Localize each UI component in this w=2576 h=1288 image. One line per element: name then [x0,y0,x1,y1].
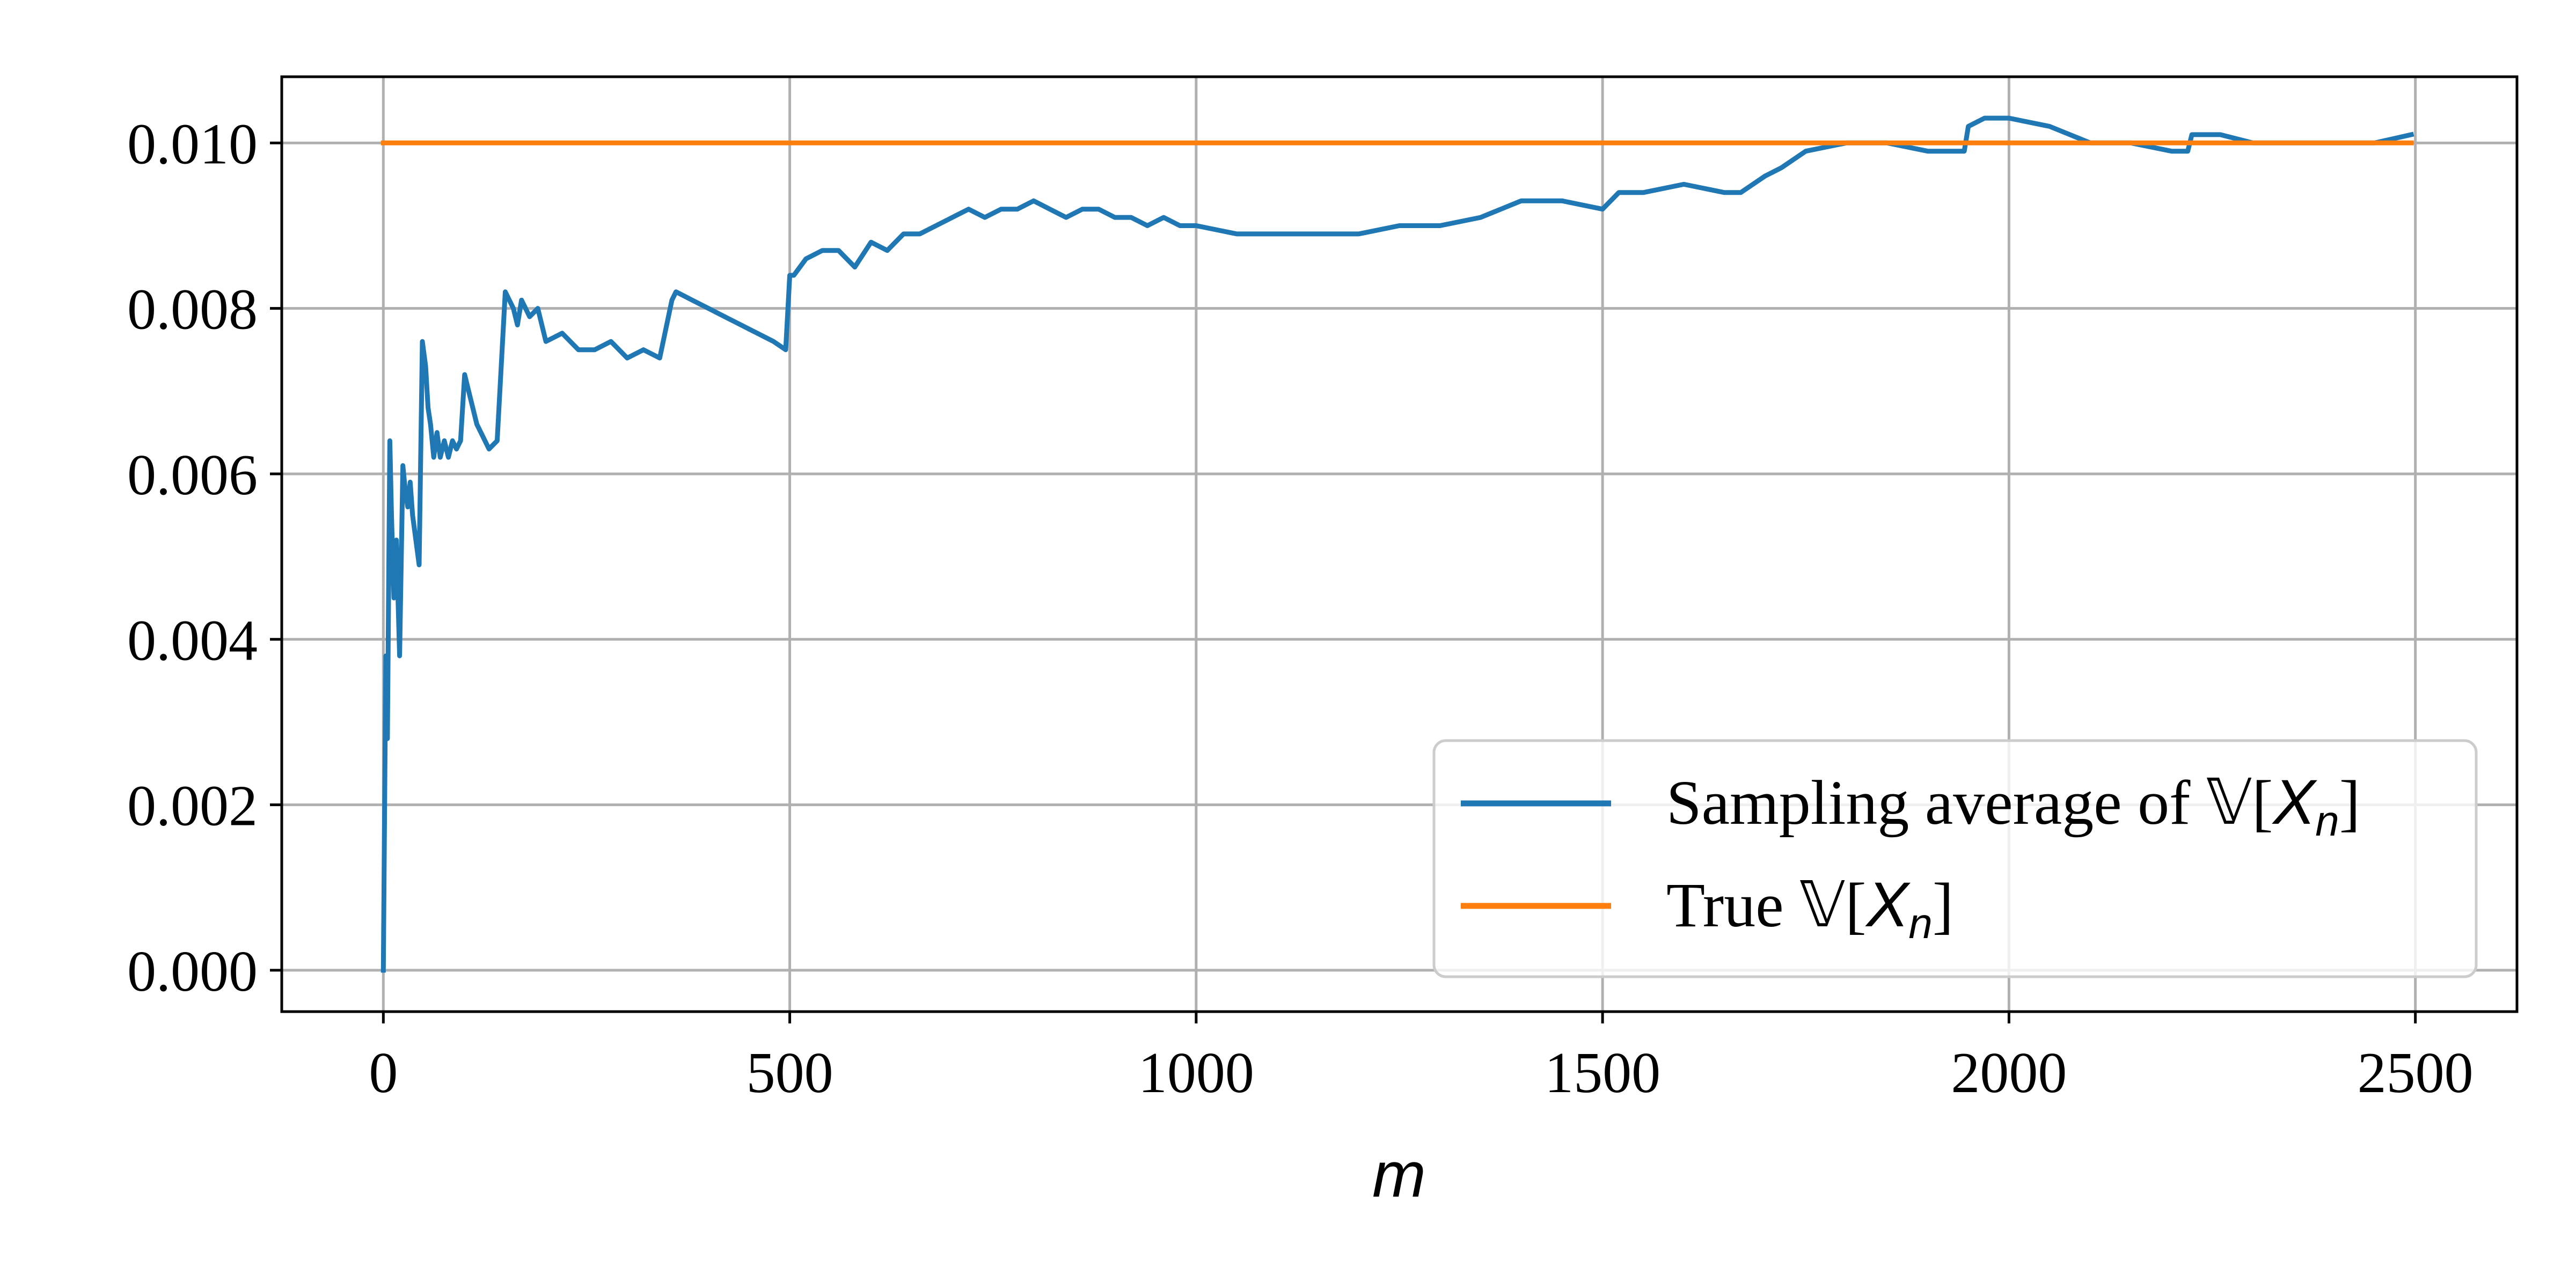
x-tick-label: 1000 [1138,1041,1254,1105]
x-tick-label: 500 [747,1041,833,1105]
y-tick-label: 0.006 [127,443,258,507]
y-tick-label: 0.010 [127,112,258,176]
y-tick-label: 0.000 [127,940,258,1004]
ticks: 0 500 1000 1500 2000 2500 0.000 0.002 0.004 0.006… [127,112,2473,1105]
legend-label-sampling-average-main: Sampling average of 𝕍[ [1666,767,2273,838]
legend: Sampling average of 𝕍[Xn] True 𝕍[Xn] [1432,739,2478,978]
legend-label-sampling-average-close: ] [2339,767,2360,838]
legend-label-sampling-average-sub: n [2315,797,2339,845]
legend-label-true-value-var: X [1865,869,1911,940]
y-tick-label: 0.008 [127,278,258,342]
legend-label-true-value-close: ] [1933,870,1953,940]
x-tick-label: 0 [369,1041,398,1105]
legend-label-sampling-average-var: X [2272,767,2318,838]
plot-frame [280,75,2519,1013]
series-line-sampling-average [380,115,2414,973]
series-layer [380,115,2414,973]
legend-frame [1432,739,2478,978]
legend-label-sampling-average: Sampling average of 𝕍[Xn] [1666,767,2360,845]
legend-label-true-value-sub: n [1908,899,1933,947]
x-tick-label: 1500 [1545,1041,1660,1105]
y-tick-label: 0.004 [127,609,258,672]
legend-label-true-value: True 𝕍[Xn] [1666,869,1953,947]
legend-label-true-value-main: True 𝕍[ [1666,870,1867,940]
x-tick-label: 2500 [2358,1041,2473,1105]
x-axis-label: m [1372,1139,1426,1211]
y-tick-label: 0.002 [127,774,258,838]
x-tick-label: 2000 [1951,1041,2067,1105]
